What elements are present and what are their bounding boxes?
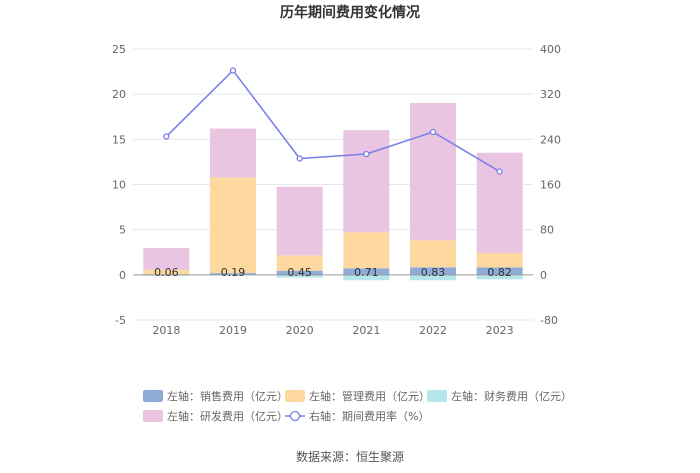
- right-tick-label: 400: [540, 43, 561, 56]
- data-label: 0.06: [154, 266, 179, 279]
- legend-label: 左轴：研发费用（亿元）: [167, 409, 288, 423]
- legend-marker: [289, 410, 301, 422]
- bar-segment: [276, 270, 323, 275]
- bar-segment: [476, 152, 523, 253]
- ratio-point: [296, 155, 303, 162]
- bar-segment: [476, 274, 523, 280]
- source-note: 数据来源：恒生聚源: [296, 449, 404, 464]
- x-tick-label: 2023: [486, 324, 514, 337]
- left-tick-label: 20: [112, 88, 126, 101]
- bar-segment: [476, 267, 523, 275]
- right-tick-label: 240: [540, 133, 561, 146]
- expense-ratio-line: [163, 67, 503, 175]
- bar-segment: [276, 255, 323, 271]
- bar-segment: [410, 267, 456, 275]
- bar-segment: [410, 102, 456, 241]
- left-tick-label: 15: [112, 133, 126, 146]
- data-label: 0.71: [354, 266, 379, 279]
- bar-segment: [143, 269, 190, 275]
- x-tick-label: 2022: [419, 324, 447, 337]
- ratio-point: [163, 133, 170, 140]
- ratio-point: [229, 67, 237, 74]
- left-tick-label: 10: [112, 179, 126, 192]
- ratio-line: [165, 69, 501, 173]
- bar-segment: [343, 232, 390, 269]
- data-label: 0.19: [221, 266, 246, 279]
- legend-label: 左轴：管理费用（亿元）: [309, 389, 430, 403]
- legend-label: 右轴：期间费用率（%）: [309, 409, 429, 423]
- left-tick-label: -5: [115, 314, 126, 327]
- legend-swatch: [143, 390, 163, 402]
- legend-swatch: [285, 390, 305, 402]
- bar-segment: [410, 274, 456, 281]
- legend-swatch: [143, 410, 163, 422]
- data-label: 0.82: [487, 266, 512, 279]
- bar-segment: [143, 248, 190, 270]
- legend-label: 左轴：财务费用（亿元）: [451, 389, 572, 403]
- x-tick-label: 2021: [352, 324, 380, 337]
- data-labels: 0.06 0.19 0.45 0.71 0.83 0.82: [154, 266, 512, 279]
- legend: 左轴：销售费用（亿元） 左轴：管理费用（亿元） 左轴：财务费用（亿元） 左轴：研发费用…: [143, 389, 572, 423]
- right-tick-label: 0: [540, 269, 547, 282]
- x-axis: 2018 2019 2020 2021 2022 2023: [152, 324, 513, 337]
- left-axis: 25 20 15 10 5 0 -5: [112, 43, 126, 327]
- left-tick-label: 5: [119, 224, 126, 237]
- bar-segment: [343, 130, 390, 233]
- data-label: 0.45: [287, 266, 312, 279]
- legend-label: 左轴：销售费用（亿元）: [167, 389, 288, 403]
- data-label: 0.83: [421, 266, 446, 279]
- right-tick-label: 80: [540, 224, 554, 237]
- ratio-point: [363, 150, 370, 158]
- bar-segment: [210, 177, 256, 274]
- bars: [143, 102, 523, 281]
- left-tick-label: 25: [112, 43, 126, 56]
- right-tick-label: 160: [540, 179, 561, 192]
- ratio-point: [496, 168, 503, 175]
- x-tick-label: 2018: [152, 324, 180, 337]
- grid-lines: [133, 48, 533, 321]
- right-tick-label: 320: [540, 88, 561, 101]
- bar-segment: [343, 268, 390, 275]
- bar-segment: [210, 273, 256, 275]
- x-tick-label: 2020: [286, 324, 314, 337]
- ratio-point: [429, 128, 437, 136]
- left-tick-label: 0: [119, 269, 126, 282]
- x-tick-label: 2019: [219, 324, 247, 337]
- bar-segment: [343, 274, 390, 281]
- chart-title: 历年期间费用变化情况: [280, 4, 420, 21]
- bar-segment: [210, 128, 256, 178]
- right-tick-label: -80: [540, 314, 558, 327]
- bar-segment: [476, 252, 523, 268]
- legend-swatch: [427, 390, 447, 402]
- bar-segment: [276, 186, 323, 256]
- bar-segment: [276, 274, 323, 278]
- bar-segment: [410, 240, 456, 268]
- right-axis: 400 320 240 160 80 0 -80: [540, 43, 561, 327]
